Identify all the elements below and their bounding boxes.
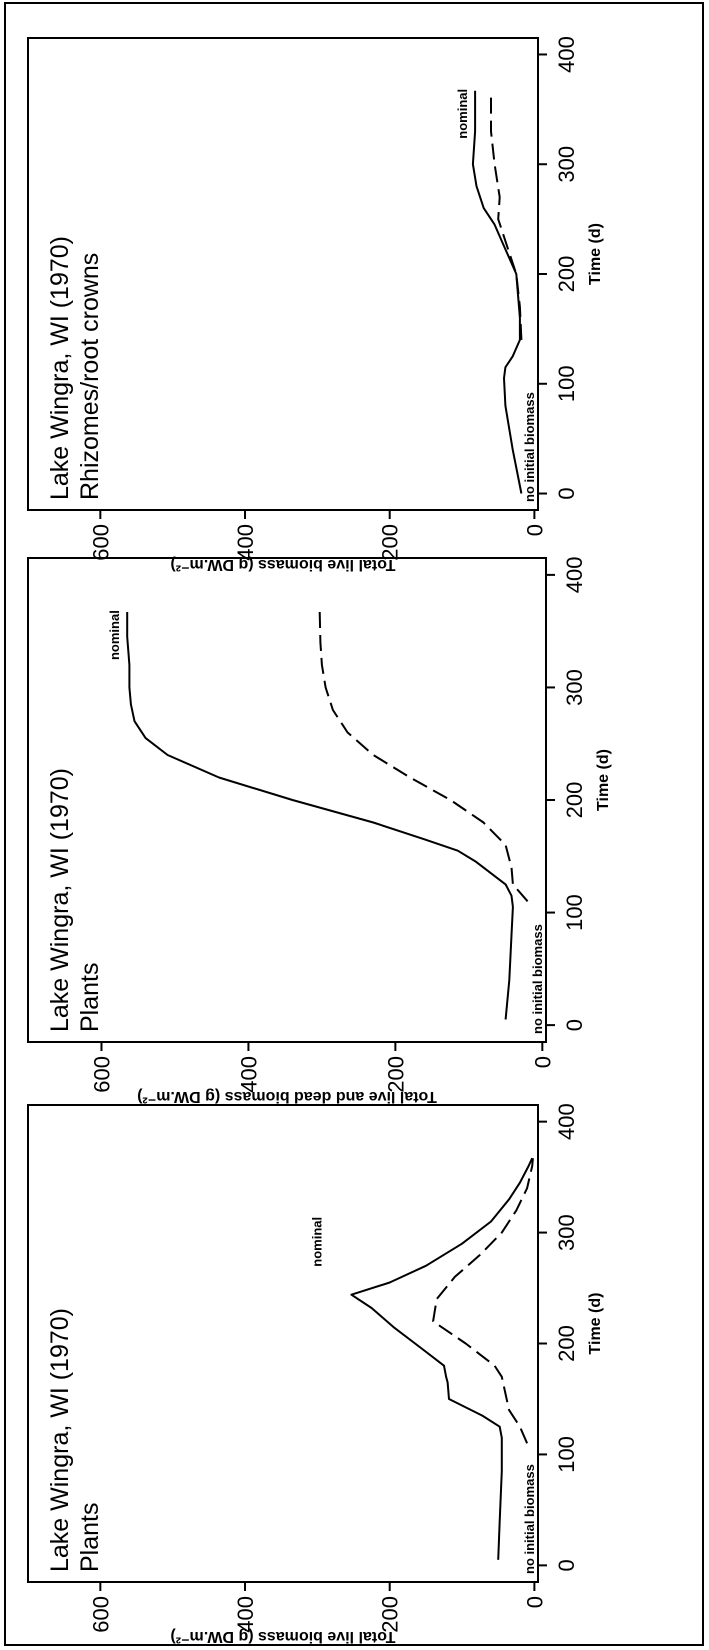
y-tick-label: 200 xyxy=(378,1596,403,1633)
y-tick-label: 600 xyxy=(89,1056,114,1093)
x-tick-label: 200 xyxy=(562,782,587,819)
panel-title: Lake Wingra, WI (1970) xyxy=(46,768,74,1032)
y-tick-label: 0 xyxy=(522,524,547,536)
nominal-annotation: nominal xyxy=(455,89,470,139)
y-tick-label: 0 xyxy=(522,1596,547,1608)
x-tick-label: 300 xyxy=(562,669,587,706)
solid-series-line xyxy=(471,90,523,494)
panel-subtitle: Rhizomes/root crowns xyxy=(76,253,104,500)
y-tick-label: 0 xyxy=(530,1056,555,1068)
y-tick-label: 200 xyxy=(378,524,403,561)
x-tick-label: 300 xyxy=(554,146,579,183)
no-initial-biomass-annotation: no initial biomass xyxy=(530,924,545,1034)
no-initial-biomass-annotation: no initial biomass xyxy=(522,1464,537,1574)
x-tick-label: 0 xyxy=(554,1559,579,1571)
panel-title: Lake Wingra, WI (1970) xyxy=(46,1308,74,1572)
x-tick-label: 200 xyxy=(554,1325,579,1362)
solid-series-line xyxy=(350,1157,534,1560)
x-tick-label: 400 xyxy=(554,36,579,73)
plot-area-border xyxy=(27,1104,539,1583)
y-tick-label: 400 xyxy=(233,524,258,561)
solid-series-line xyxy=(126,612,514,1020)
x-tick-label: 400 xyxy=(562,557,587,594)
figure-frame xyxy=(4,2,704,1646)
plot-area-border xyxy=(27,557,547,1043)
no-initial-biomass-annotation: no initial biomass xyxy=(522,392,537,502)
y-tick-label: 600 xyxy=(88,524,113,561)
dashed-series-line xyxy=(318,611,529,902)
panel-title: Lake Wingra, WI (1970) xyxy=(46,236,74,500)
y-tick-label: 400 xyxy=(236,1056,261,1093)
x-tick-label: 300 xyxy=(554,1214,579,1251)
x-tick-label: 100 xyxy=(562,894,587,931)
x-axis-title: Time (d) xyxy=(587,1293,604,1355)
panel-subtitle: Plants xyxy=(76,1503,104,1572)
dashed-series-line xyxy=(432,1158,534,1444)
y-tick-label: 400 xyxy=(233,1596,258,1633)
panel-subtitle: Plants xyxy=(76,963,104,1032)
dashed-series-line xyxy=(490,90,523,340)
chart-panel-1: 0 100 200 300 400 0 200 400 600 Time (d) Total liv… xyxy=(27,1103,604,1645)
x-tick-label: 100 xyxy=(554,1436,579,1473)
x-tick-label: 100 xyxy=(554,365,579,402)
x-axis-title: Time (d) xyxy=(595,749,612,811)
y-axis-title: Total live and dead biomass (g DW.m⁻²) xyxy=(137,1088,437,1105)
x-tick-label: 200 xyxy=(554,256,579,293)
y-axis-title: Total live biomass (g DW.m⁻²) xyxy=(170,556,395,573)
y-tick-label: 200 xyxy=(383,1056,408,1093)
chart-panel-2: 0 100 200 300 400 0 200 400 600 Time (d) Total liv… xyxy=(27,557,612,1105)
y-axis-title: Total live biomass (g DW.m⁻²) xyxy=(170,1628,395,1645)
x-tick-label: 0 xyxy=(554,487,579,499)
chart-panel-3: 0 100 200 300 400 0 200 400 600 Time (d) Total liv… xyxy=(27,36,604,573)
x-tick-label: 400 xyxy=(554,1103,579,1140)
nominal-annotation: nominal xyxy=(309,1217,324,1267)
x-tick-label: 0 xyxy=(562,1019,587,1031)
nominal-annotation: nominal xyxy=(107,610,122,660)
x-axis-title: Time (d) xyxy=(587,223,604,285)
y-tick-label: 600 xyxy=(88,1596,113,1633)
